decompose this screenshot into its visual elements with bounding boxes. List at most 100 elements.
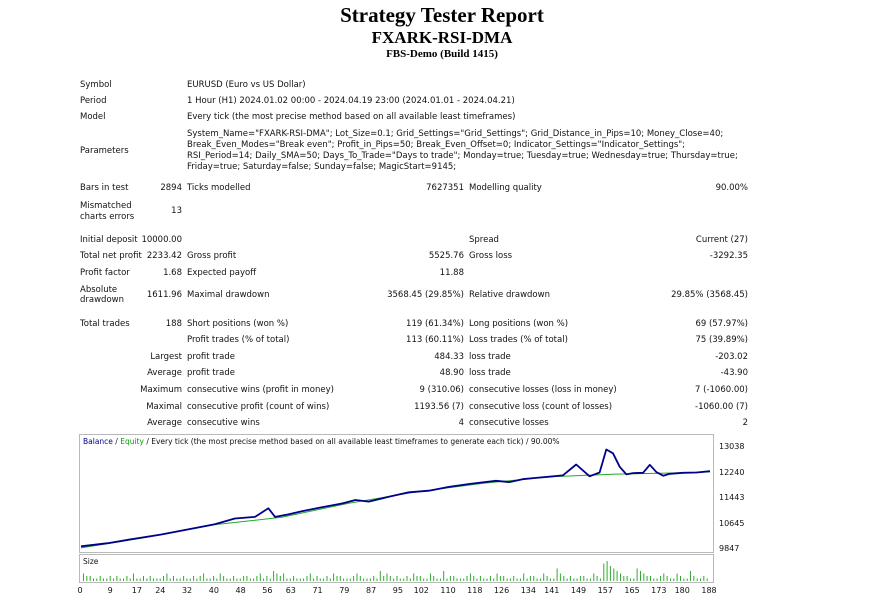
maxdd-label: Maximal drawdown bbox=[187, 290, 270, 300]
size-bar bbox=[596, 576, 598, 581]
pf-label: Profit factor bbox=[80, 268, 130, 278]
report-subtitle: FXARK-RSI-DMA bbox=[371, 28, 513, 47]
size-bar bbox=[343, 578, 345, 581]
x-tick-label: 63 bbox=[285, 586, 296, 595]
size-bar bbox=[706, 578, 708, 581]
size-bar bbox=[499, 576, 501, 581]
size-bar bbox=[523, 573, 525, 581]
size-bar bbox=[159, 578, 161, 581]
size-bar bbox=[279, 576, 281, 581]
size-label: Size bbox=[83, 557, 99, 566]
size-bar bbox=[236, 578, 238, 581]
size-bar bbox=[399, 578, 401, 581]
y-tick-label: 11443 bbox=[719, 493, 745, 502]
y-tick-label: 10645 bbox=[719, 518, 745, 528]
loss-trades-value: 75 (39.89%) bbox=[695, 335, 748, 345]
report-title: Strategy Tester Report bbox=[340, 3, 544, 27]
x-tick-label: 48 bbox=[235, 586, 246, 595]
size-bar bbox=[703, 576, 705, 581]
size-bar bbox=[446, 578, 448, 581]
size-bar bbox=[633, 578, 635, 581]
maximal-loss-label: consecutive loss (count of losses) bbox=[469, 402, 613, 412]
size-bar bbox=[676, 573, 678, 581]
size-bar bbox=[86, 576, 88, 581]
model-value: Every tick (the most precise method base… bbox=[187, 112, 516, 122]
size-bar bbox=[626, 576, 628, 581]
size-bar bbox=[226, 578, 228, 581]
size-bar bbox=[149, 576, 151, 581]
max-wins-value: 9 (310.06) bbox=[419, 385, 464, 395]
size-bar bbox=[123, 578, 124, 581]
loss-trades-label: Loss trades (% of total) bbox=[469, 335, 568, 345]
x-tick-label: 149 bbox=[570, 586, 587, 595]
x-tick-label: 188 bbox=[701, 586, 717, 595]
size-bar bbox=[690, 571, 691, 581]
size-bar bbox=[549, 578, 551, 581]
size-bar bbox=[183, 576, 185, 581]
legend-description: / Every tick (the most precise method ba… bbox=[143, 437, 560, 446]
size-bar bbox=[376, 578, 378, 581]
grossprofit-value: 5525.76 bbox=[428, 251, 464, 261]
size-bar bbox=[680, 576, 681, 581]
size-bar bbox=[286, 578, 288, 581]
size-bar bbox=[339, 576, 341, 581]
size-bar bbox=[419, 576, 421, 581]
x-tick-label: 173 bbox=[651, 586, 667, 595]
size-bar bbox=[319, 578, 321, 581]
size-bar bbox=[630, 578, 631, 581]
size-bar bbox=[663, 573, 665, 581]
largest-profit-value: 484.33 bbox=[434, 352, 464, 362]
report-build: FBS-Demo (Build 1415) bbox=[386, 48, 498, 60]
size-bar bbox=[336, 576, 338, 581]
avg-consec-wins-label: consecutive wins bbox=[187, 418, 260, 428]
size-bar bbox=[326, 576, 328, 581]
size-bar bbox=[266, 576, 268, 581]
size-bar bbox=[206, 578, 208, 581]
size-bar bbox=[369, 578, 371, 581]
average-loss-label: loss trade bbox=[469, 368, 511, 378]
size-bar bbox=[186, 578, 188, 581]
size-bar bbox=[650, 576, 651, 581]
size-bar bbox=[129, 578, 131, 581]
size-bar bbox=[413, 573, 415, 581]
size-bar bbox=[449, 576, 451, 581]
x-tick-label: 126 bbox=[493, 586, 510, 595]
size-bar bbox=[496, 573, 498, 581]
size-bar bbox=[653, 578, 655, 581]
size-bar bbox=[133, 573, 134, 581]
size-bar bbox=[526, 578, 528, 581]
size-bar bbox=[660, 576, 661, 581]
size-bar bbox=[696, 578, 698, 581]
bars-value: 2894 bbox=[160, 183, 182, 193]
size-bar bbox=[493, 578, 495, 581]
series-line-equity bbox=[80, 471, 711, 549]
balance-chart bbox=[79, 434, 714, 553]
size-bar bbox=[283, 573, 285, 581]
size-bar bbox=[439, 578, 441, 581]
legend-sep: / bbox=[112, 437, 121, 446]
absdd-label-line1: Absolute bbox=[80, 285, 118, 295]
size-bar bbox=[373, 576, 375, 581]
size-bar bbox=[583, 576, 585, 581]
size-bar bbox=[249, 578, 251, 581]
avg-consec-wins-value: 4 bbox=[458, 418, 464, 428]
size-bar bbox=[229, 578, 231, 581]
size-bar bbox=[643, 573, 645, 581]
size-bar bbox=[233, 576, 235, 581]
size-bar bbox=[666, 576, 668, 581]
size-bar bbox=[269, 578, 271, 581]
average-loss-value: -43.90 bbox=[720, 368, 748, 378]
size-bar bbox=[109, 576, 111, 581]
payoff-value: 11.88 bbox=[439, 268, 464, 278]
absdd-label-line2: drawdown bbox=[80, 295, 124, 305]
size-bar bbox=[489, 576, 491, 581]
maxdd-value: 3568.45 (29.85%) bbox=[387, 290, 464, 300]
size-bar bbox=[173, 576, 174, 581]
long-label: Long positions (won %) bbox=[469, 319, 569, 329]
size-bar bbox=[579, 576, 581, 581]
maximal-profit-value: 1193.56 (7) bbox=[414, 402, 464, 412]
size-bar bbox=[93, 578, 94, 581]
size-bar bbox=[246, 576, 248, 581]
size-bar bbox=[223, 576, 225, 581]
size-bar bbox=[296, 578, 298, 581]
